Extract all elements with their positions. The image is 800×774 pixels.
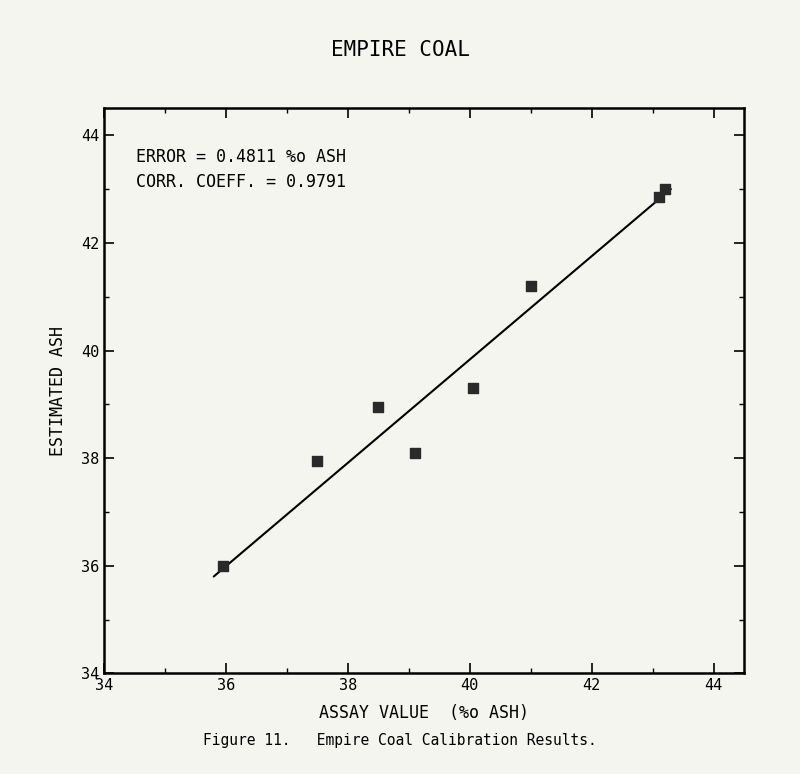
Point <box>409 447 422 459</box>
Y-axis label: ESTIMATED ASH: ESTIMATED ASH <box>49 326 67 456</box>
X-axis label: ASSAY VALUE  (%o ASH): ASSAY VALUE (%o ASH) <box>319 704 529 722</box>
Point <box>311 454 324 467</box>
Text: EMPIRE COAL: EMPIRE COAL <box>330 40 470 60</box>
Point <box>658 183 671 195</box>
Point <box>652 191 665 204</box>
Point <box>372 401 385 413</box>
Point <box>217 560 230 572</box>
Text: Figure 11.   Empire Coal Calibration Results.: Figure 11. Empire Coal Calibration Resul… <box>203 732 597 748</box>
Point <box>466 382 479 395</box>
Point <box>524 279 537 292</box>
Text: ERROR = 0.4811 %o ASH
CORR. COEFF. = 0.9791: ERROR = 0.4811 %o ASH CORR. COEFF. = 0.9… <box>136 148 346 191</box>
